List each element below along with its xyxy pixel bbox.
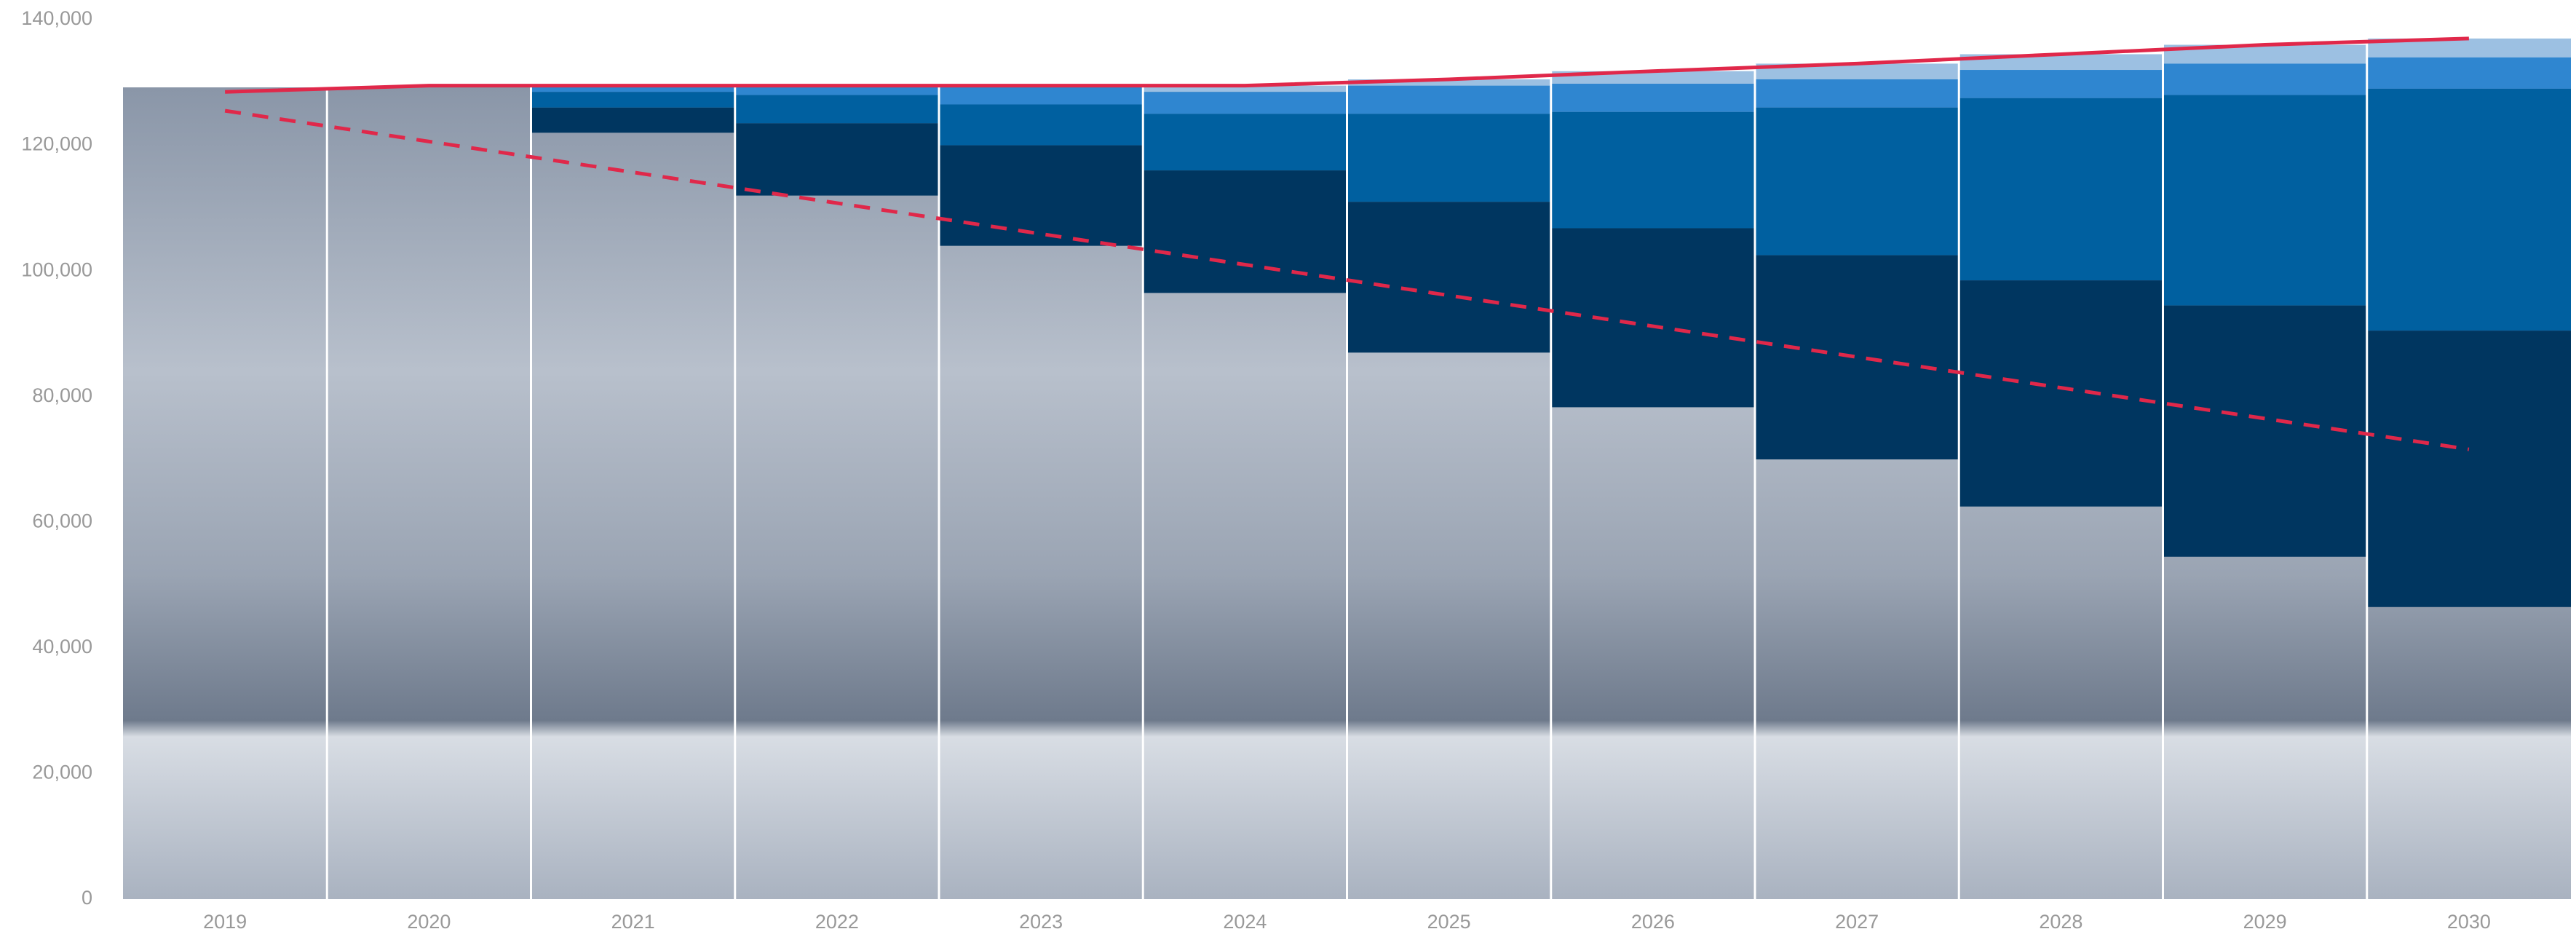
x-tick-label: 2024 — [1223, 911, 1267, 933]
x-tick-label: 2021 — [611, 911, 655, 933]
bar-segment — [939, 85, 1144, 105]
bar-segment — [734, 85, 939, 95]
x-tick-label: 2019 — [203, 911, 247, 933]
y-tick-label: 120,000 — [21, 133, 92, 155]
x-tick-label: 2027 — [1835, 911, 1879, 933]
bar-segment — [1143, 85, 1347, 92]
bar-segment — [1347, 79, 1551, 86]
line — [224, 108, 2470, 451]
x-tick-label: 2026 — [1631, 911, 1675, 933]
y-tick-label: 20,000 — [32, 762, 92, 783]
bar-segment — [1755, 63, 1959, 79]
y-tick-label: 80,000 — [32, 384, 92, 406]
x-tick-label: 2025 — [1427, 911, 1471, 933]
bar-segment — [1347, 114, 1551, 202]
bar-segment — [734, 123, 939, 196]
x-tick-label: 2020 — [407, 911, 451, 933]
y-tick-label: 40,000 — [32, 636, 92, 657]
bar-segment — [1959, 280, 2163, 507]
bar-segment — [939, 104, 1144, 146]
bar-segment — [531, 85, 735, 92]
bar-segment — [939, 145, 1144, 246]
bar-segment — [1755, 255, 1959, 459]
bar-segment — [1550, 228, 1755, 408]
x-tick-label: 2030 — [2447, 911, 2491, 933]
bar-segment — [1550, 111, 1755, 229]
bar-segment — [2366, 57, 2571, 89]
bar-segment — [2163, 95, 2367, 306]
y-tick-label: 140,000 — [21, 7, 92, 29]
line — [225, 36, 2469, 94]
bar-segment — [1347, 202, 1551, 353]
bar-segment — [531, 107, 735, 133]
bar-segment — [2366, 331, 2571, 607]
x-tick-label: 2022 — [815, 911, 859, 933]
y-tick-label: 60,000 — [32, 510, 92, 531]
bar-segment — [531, 92, 735, 108]
bar-segment — [1143, 92, 1347, 114]
x-tick-label: 2023 — [1019, 911, 1063, 933]
x-tick-label: 2029 — [2243, 911, 2287, 933]
bar-segment — [1755, 79, 1959, 108]
x-tick-label: 2028 — [2039, 911, 2082, 933]
bar-segment — [1550, 84, 1755, 112]
bar-segment — [734, 95, 939, 124]
bar-segment — [2163, 305, 2367, 557]
bar-segment — [1143, 114, 1347, 171]
bar-segment — [1143, 170, 1347, 293]
y-tick-label: 100,000 — [21, 258, 92, 280]
bar-segment — [1347, 85, 1551, 114]
bar-segment — [1959, 98, 2163, 281]
bar-segment — [2163, 63, 2367, 95]
y-tick-label: 0 — [82, 887, 92, 909]
bar-segment — [2366, 88, 2571, 331]
bar-segment — [1959, 70, 2163, 98]
bar-segment — [1755, 107, 1959, 256]
